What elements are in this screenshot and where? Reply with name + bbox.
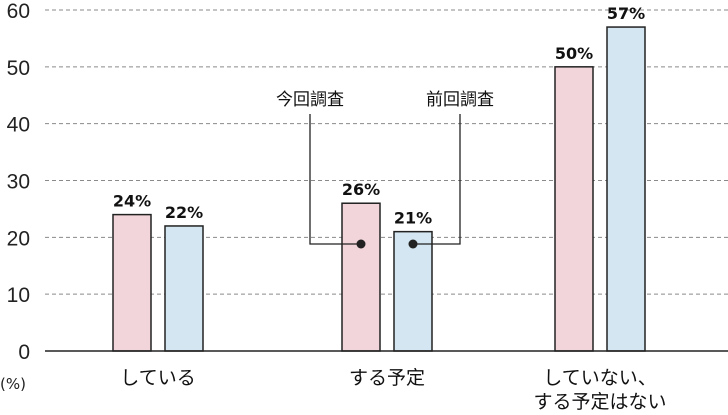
- callout-leader-line: [413, 114, 461, 245]
- series-callouts: 今回調査 前回調査: [276, 90, 494, 249]
- callout-dot: [408, 239, 418, 249]
- bar: [112, 213, 152, 352]
- bar: [554, 66, 594, 352]
- bar: [606, 26, 646, 352]
- y-tick-label: 60: [7, 0, 30, 23]
- data-label: 50%: [555, 44, 593, 63]
- category-labels: している する予定 していない、する予定はない: [120, 367, 666, 413]
- bar: [341, 202, 381, 352]
- data-label: 57%: [607, 4, 645, 23]
- y-tick-label: 0: [18, 341, 30, 364]
- data-label: 24%: [113, 192, 151, 211]
- category-label: している: [120, 367, 195, 389]
- y-tick-label: 40: [7, 114, 30, 137]
- category-label: していない、する予定はない: [533, 367, 666, 413]
- data-label: 26%: [342, 180, 380, 199]
- series-callout-label: 今回調査: [276, 90, 344, 110]
- bar: [393, 230, 433, 352]
- y-tick-label: 20: [7, 227, 30, 250]
- series-callout-label: 前回調査: [426, 90, 494, 110]
- y-axis-ticks: 0 10 20 30 40 50 60: [7, 0, 30, 364]
- bar: [164, 225, 204, 352]
- y-tick-label: 10: [7, 284, 30, 307]
- y-axis-unit: (%): [0, 375, 26, 393]
- category-label: する予定: [349, 367, 425, 389]
- y-tick-label: 50: [7, 57, 30, 80]
- callout-dot: [356, 239, 366, 249]
- data-labels: 24% 26% 50% 22% 21% 57%: [113, 4, 645, 228]
- y-tick-label: 30: [7, 171, 30, 194]
- data-label: 21%: [394, 209, 432, 228]
- data-label: 22%: [165, 203, 203, 222]
- callout-leader-line: [309, 114, 361, 245]
